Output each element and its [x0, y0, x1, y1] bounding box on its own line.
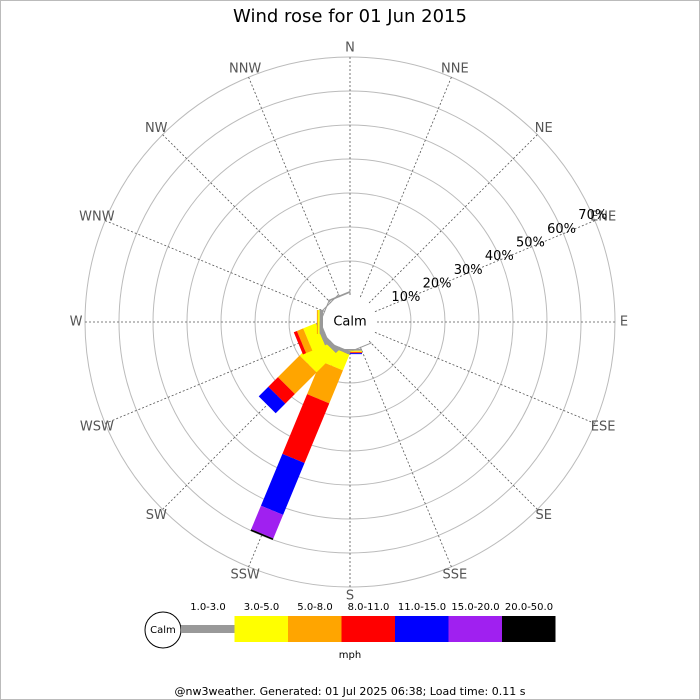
direction-label: NNE [441, 61, 469, 76]
ring-label: 30% [454, 263, 483, 278]
legend-label: 5.0-8.0 [297, 602, 332, 613]
ring-label: 20% [423, 276, 452, 291]
direction-label: WNW [79, 210, 115, 225]
direction-label: SSW [230, 568, 260, 583]
legend-label: 11.0-15.0 [398, 602, 446, 613]
direction-label: SSE [442, 568, 467, 583]
ring-label: 70% [578, 208, 607, 223]
wind-bar [316, 310, 318, 334]
direction-label: ENE [590, 210, 616, 225]
wind-bar [277, 355, 317, 395]
legend-swatch [288, 616, 342, 642]
legend-swatch [341, 616, 395, 642]
wind-bar [258, 386, 286, 414]
wind-bar [319, 310, 323, 334]
direction-label: W [70, 315, 83, 330]
legend-swatch [448, 616, 502, 642]
chart-title: Wind rose for 01 Jun 2015 [233, 6, 467, 27]
wind-bar [327, 290, 351, 302]
direction-label: E [620, 315, 628, 330]
ring-label: 60% [547, 222, 576, 237]
ring-label: 40% [485, 249, 514, 264]
wind-bar [303, 323, 325, 351]
direction-label: SE [536, 508, 552, 523]
wind-bar [296, 328, 313, 354]
wind-bar [317, 310, 320, 334]
legend-label: 8.0-11.0 [348, 602, 390, 613]
direction-label: N [345, 41, 355, 56]
legend-unit: mph [339, 650, 361, 661]
legend-swatch [502, 616, 556, 642]
wind-bar [250, 529, 274, 541]
calm-label: Calm [333, 315, 366, 330]
legend-label: 3.0-5.0 [244, 602, 279, 613]
wind-bar [307, 361, 343, 404]
legend-label: 20.0-50.0 [505, 602, 553, 613]
wind-bar [299, 336, 336, 373]
legend-swatch [181, 625, 235, 633]
wind-bar [282, 394, 330, 464]
direction-label: WSW [80, 419, 114, 434]
legend-calm-label: Calm [150, 625, 176, 636]
wind-bar [268, 377, 295, 404]
direction-label: S [346, 589, 354, 604]
direction-label: NNW [229, 61, 261, 76]
legend-swatch [234, 616, 288, 642]
direction-label: SW [146, 508, 167, 523]
ring-label: 10% [391, 290, 420, 305]
direction-label: NE [535, 121, 553, 136]
legend-label: 1.0-3.0 [190, 602, 225, 613]
wind-bar [293, 331, 307, 355]
legend-label: 15.0-20.0 [451, 602, 499, 613]
ring-label: 50% [516, 235, 545, 250]
calm-circle [334, 306, 366, 338]
wind-bar [251, 505, 284, 539]
wind-bar [260, 453, 305, 515]
footer: @nw3weather. Generated: 01 Jul 2025 06:3… [175, 685, 526, 698]
legend-swatch [395, 616, 449, 642]
direction-label: NW [145, 121, 168, 136]
direction-label: ESE [591, 419, 616, 434]
